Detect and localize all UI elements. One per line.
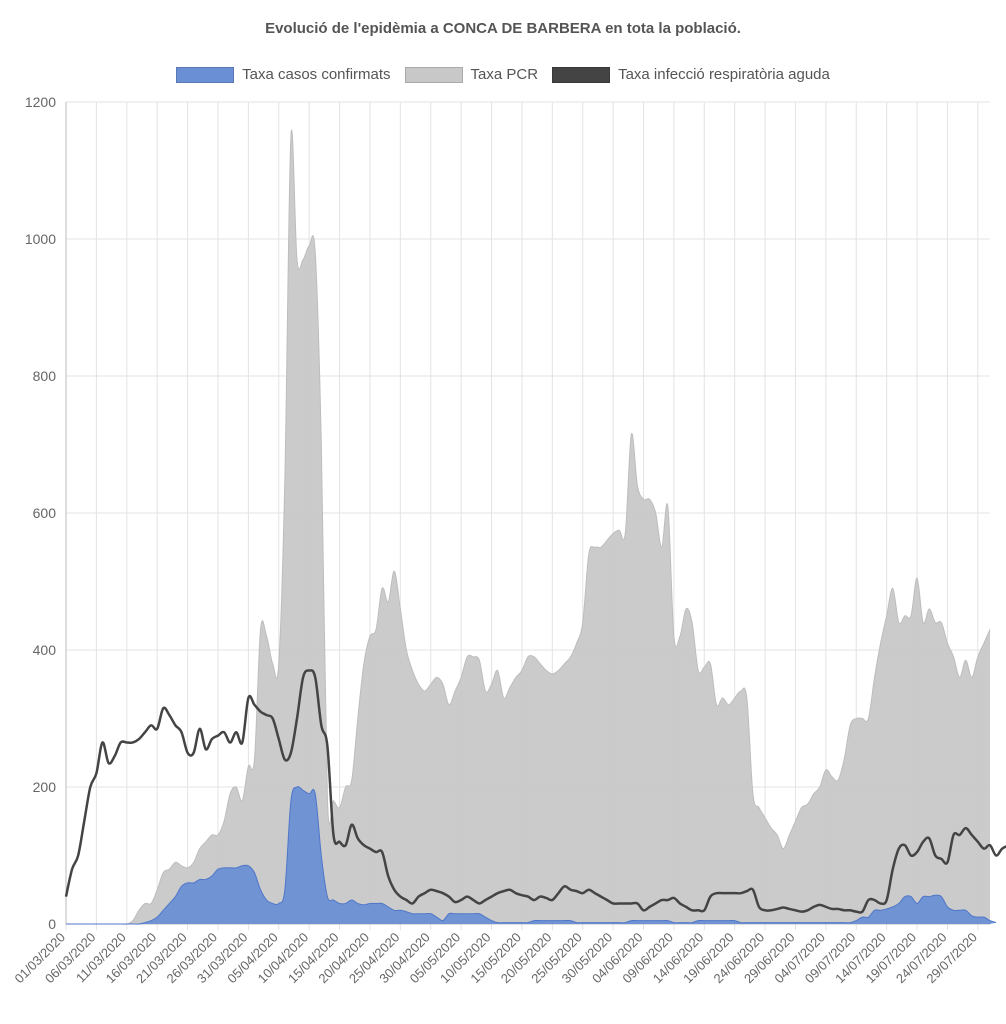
legend-label-casos: Taxa casos confirmats bbox=[242, 66, 391, 83]
y-tick-label: 600 bbox=[33, 505, 57, 521]
chart-title: Evolució de l'epidèmia a CONCA DE BARBER… bbox=[265, 20, 741, 37]
legend-item-pcr[interactable]: Taxa PCR bbox=[404, 66, 539, 83]
y-tick-label: 0 bbox=[48, 916, 56, 932]
legend-item-ira[interactable]: Taxa infecció respiratòria aguda bbox=[552, 66, 830, 83]
y-tick-label: 1000 bbox=[25, 231, 56, 247]
legend-swatch-pcr bbox=[404, 66, 463, 83]
series-outline-1 bbox=[66, 786, 997, 925]
y-tick-label: 400 bbox=[33, 642, 57, 658]
legend-label-ira: Taxa infecció respiratòria aguda bbox=[618, 66, 830, 83]
series-area-0 bbox=[66, 130, 990, 925]
series-outline-0 bbox=[66, 129, 991, 925]
chart-legend: Taxa casos confirmats Taxa PCR Taxa infe… bbox=[0, 66, 1006, 83]
y-tick-label: 1200 bbox=[25, 94, 56, 110]
y-tick-label: 800 bbox=[33, 368, 57, 384]
legend-swatch-casos bbox=[176, 66, 235, 83]
series-line-2 bbox=[64, 669, 1006, 914]
series-area-1 bbox=[66, 786, 997, 925]
legend-item-casos[interactable]: Taxa casos confirmats bbox=[176, 66, 391, 83]
legend-swatch-ira bbox=[552, 66, 611, 83]
legend-label-pcr: Taxa PCR bbox=[470, 66, 539, 83]
y-tick-label: 200 bbox=[33, 779, 57, 795]
